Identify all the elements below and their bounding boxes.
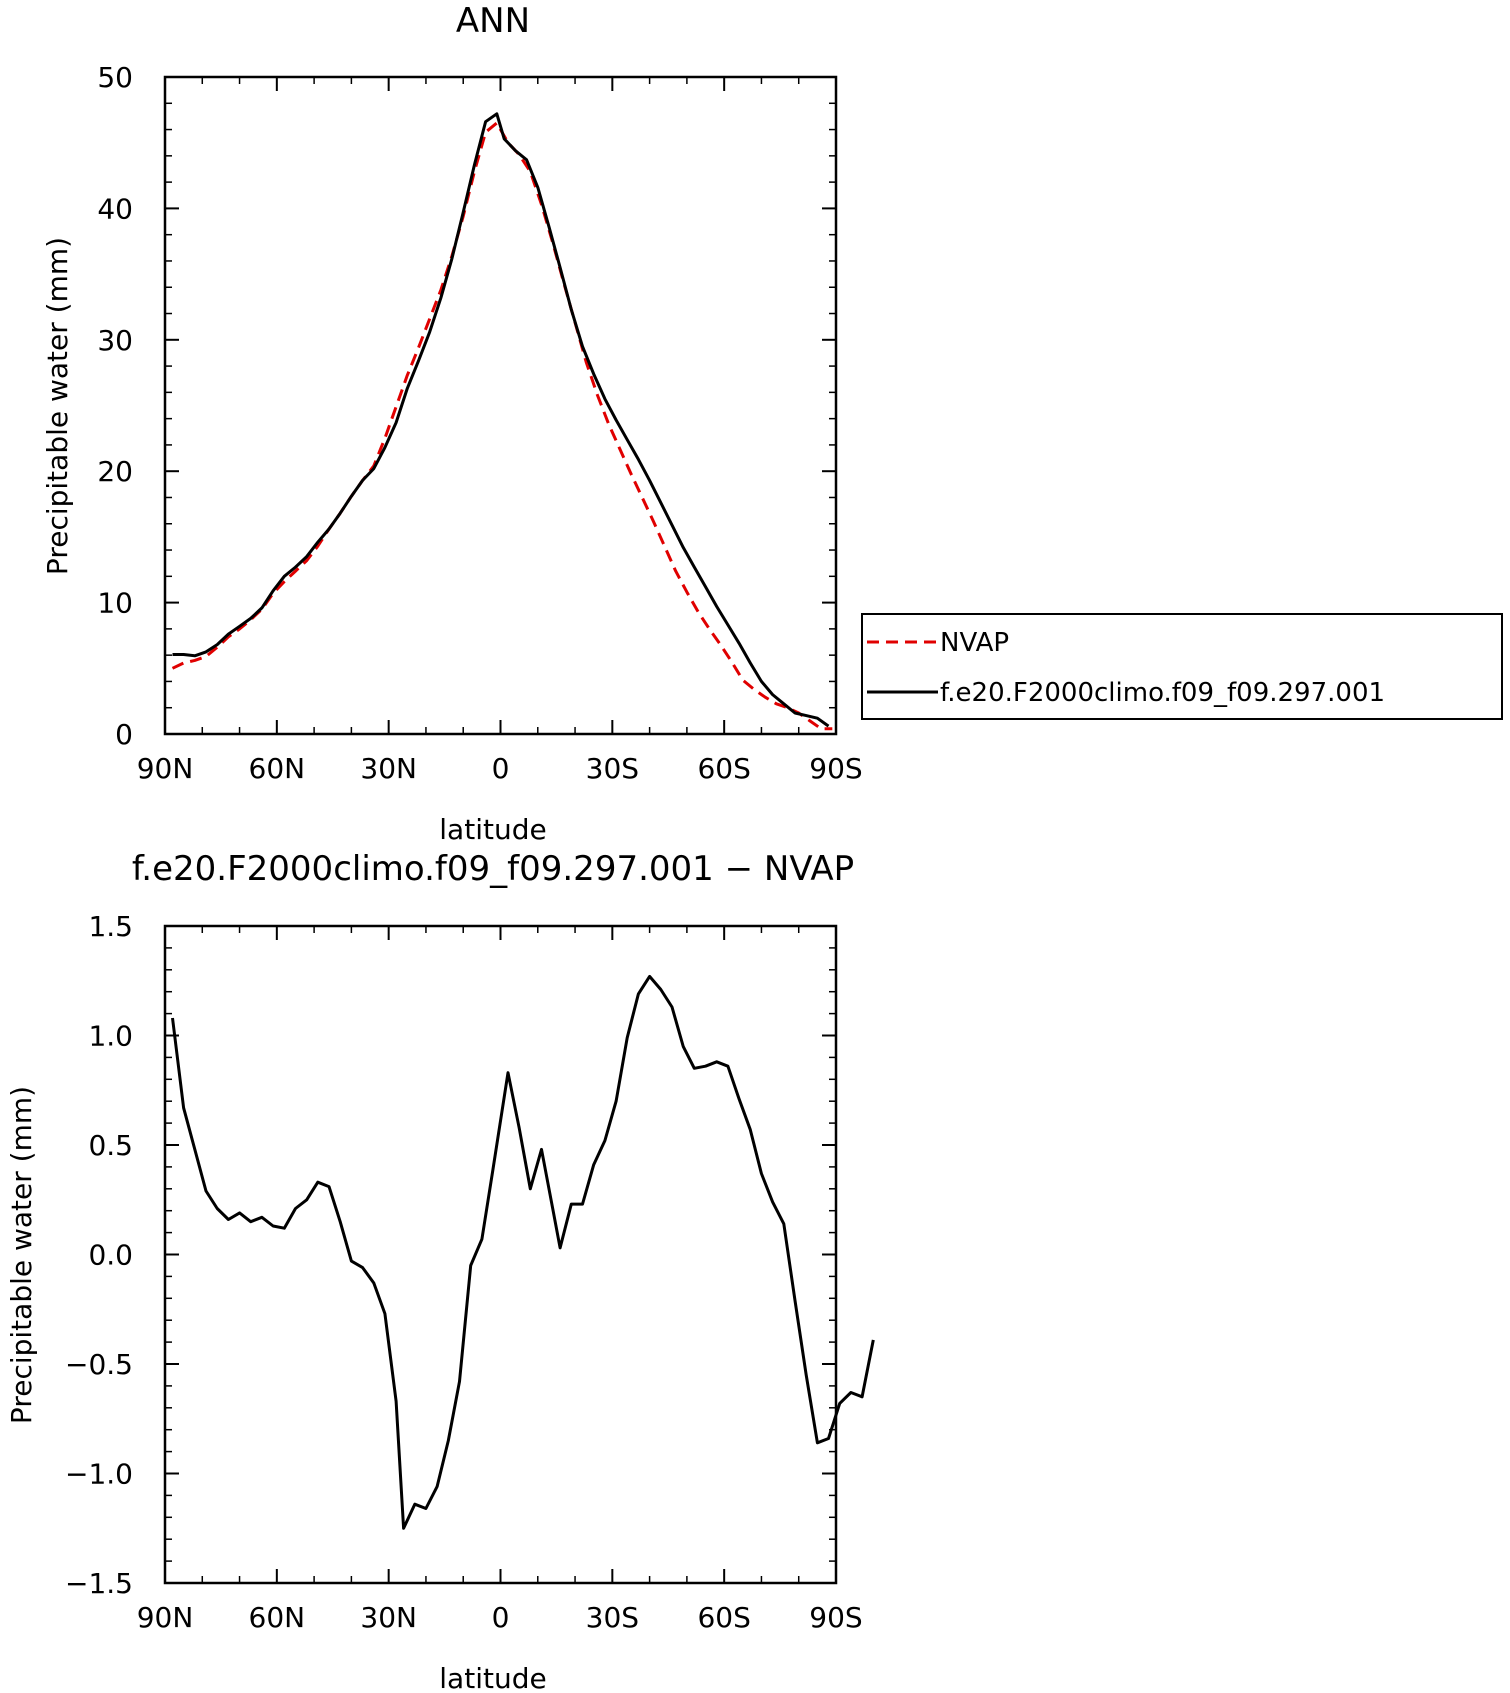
y-tick-label: 0.0 (88, 1239, 133, 1272)
y-tick-label: 50 (97, 61, 133, 94)
legend-label-model: f.e20.F2000climo.f09_f09.297.001 (940, 678, 1385, 708)
legend: NVAP f.e20.F2000climo.f09_f09.297.001 (861, 613, 1503, 720)
series-lines (171, 974, 875, 1530)
y-tick-labels: 0 10 20 30 40 50 (97, 61, 133, 751)
y-tick-label: 20 (97, 455, 133, 488)
chart-title: ANN (456, 1, 530, 41)
y-tick-label: 0 (115, 718, 133, 751)
x-tick-label: 60S (697, 752, 750, 785)
x-tick-label: 90S (809, 752, 862, 785)
y-tick-label: −1.0 (65, 1458, 133, 1491)
x-axis-label: latitude (439, 1662, 546, 1693)
x-tick-label: 0 (492, 752, 510, 785)
x-tick-label: 30N (360, 752, 417, 785)
x-tick-label: 60N (249, 752, 306, 785)
legend-label-nvap: NVAP (940, 628, 1009, 658)
y-tick-label: 0.5 (88, 1129, 133, 1162)
y-axis-label: Precipitable water (mm) (5, 1086, 38, 1424)
x-tick-label: 60S (697, 1601, 750, 1634)
legend-box (861, 613, 1503, 720)
y-axis-label: Precipitable water (mm) (41, 237, 74, 575)
x-tick-label: 30S (586, 1601, 639, 1634)
x-tick-labels: 90N 60N 30N 0 30S 60S 90S (137, 1601, 863, 1634)
axis-ticks (164, 925, 837, 1584)
x-tick-labels: 90N 60N 30N 0 30S 60S 90S (137, 752, 863, 785)
y-tick-label: 1.0 (88, 1020, 133, 1053)
y-tick-label: −0.5 (65, 1348, 133, 1381)
y-tick-labels: −1.5 −1.0 −0.5 0.0 0.5 1.0 1.5 (65, 910, 133, 1600)
series-line-model (171, 974, 875, 1530)
x-tick-label: 90N (137, 752, 194, 785)
y-tick-label: 10 (97, 587, 133, 620)
y-tick-label: 40 (97, 192, 133, 225)
series-line-nvap (171, 121, 833, 731)
x-tick-label: 60N (249, 1601, 306, 1634)
x-tick-label: 90S (809, 1601, 862, 1634)
top-chart: ANN 90N 60N 30N 0 30S 60S 90S 0 10 20 30 40 50 lati… (41, 1, 1503, 846)
chart-title: f.e20.F2000climo.f09_f09.297.001 − NVAP (132, 849, 854, 889)
x-tick-label: 90N (137, 1601, 194, 1634)
x-tick-label: 30N (360, 1601, 417, 1634)
x-tick-label: 0 (492, 1601, 510, 1634)
y-tick-label: −1.5 (65, 1567, 133, 1600)
x-axis-label: latitude (439, 813, 546, 846)
series-line-model (172, 112, 830, 728)
y-tick-label: 1.5 (88, 910, 133, 943)
y-tick-label: 30 (97, 324, 133, 357)
axis-ticks (164, 76, 837, 735)
series-lines (171, 112, 833, 731)
x-tick-label: 30S (586, 752, 639, 785)
bottom-chart: f.e20.F2000climo.f09_f09.297.001 − NVAP … (5, 849, 875, 1693)
plot-area-frame (163, 924, 838, 1585)
